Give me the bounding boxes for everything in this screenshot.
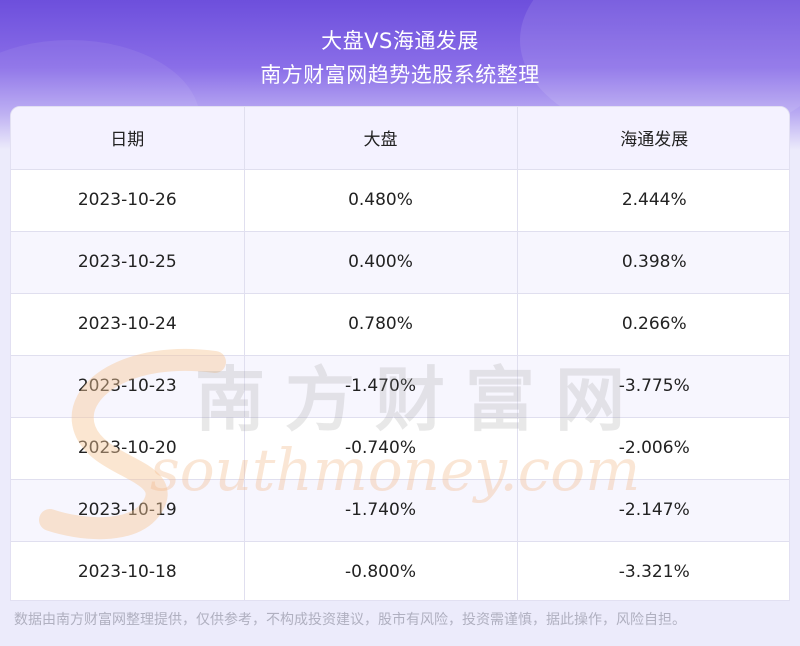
cell-date: 2023-10-26 [11, 169, 245, 232]
page-title: 大盘VS海通发展 [321, 29, 479, 53]
cell-market: 0.780% [244, 293, 518, 356]
comparison-table: 日期 大盘 海通发展 2023-10-26 0.480% 2.444% 2023… [11, 107, 789, 600]
cell-stock: -3.775% [517, 355, 789, 418]
cell-date: 2023-10-18 [11, 541, 245, 600]
column-header-date: 日期 [11, 107, 245, 170]
table-row: 2023-10-24 0.780% 0.266% [11, 293, 789, 356]
cell-stock: 0.398% [517, 231, 789, 294]
cell-market: -1.470% [244, 355, 518, 418]
table-header-row: 日期 大盘 海通发展 [11, 107, 789, 170]
page-subtitle: 南方财富网趋势选股系统整理 [260, 63, 540, 87]
cell-market: 0.400% [244, 231, 518, 294]
cell-market: -1.740% [244, 479, 518, 542]
cell-stock: 2.444% [517, 169, 789, 232]
column-header-stock: 海通发展 [517, 107, 789, 170]
cell-stock: 0.266% [517, 293, 789, 356]
table-row: 2023-10-26 0.480% 2.444% [11, 169, 789, 232]
cell-date: 2023-10-23 [11, 355, 245, 418]
cell-market: -0.800% [244, 541, 518, 600]
cell-stock: -3.321% [517, 541, 789, 600]
table-row: 2023-10-18 -0.800% -3.321% [11, 541, 789, 600]
cell-market: -0.740% [244, 417, 518, 480]
comparison-table-card: 日期 大盘 海通发展 2023-10-26 0.480% 2.444% 2023… [10, 106, 790, 601]
cell-stock: -2.006% [517, 417, 789, 480]
column-header-market: 大盘 [244, 107, 518, 170]
cell-market: 0.480% [244, 169, 518, 232]
table-row: 2023-10-25 0.400% 0.398% [11, 231, 789, 294]
cell-date: 2023-10-24 [11, 293, 245, 356]
table-row: 2023-10-23 -1.470% -3.775% [11, 355, 789, 418]
footer-disclaimer: 数据由南方财富网整理提供，仅供参考，不构成投资建议，股市有风险，投资需谨慎，据此… [14, 612, 686, 628]
table-row: 2023-10-20 -0.740% -2.006% [11, 417, 789, 480]
table-row: 2023-10-19 -1.740% -2.147% [11, 479, 789, 542]
cell-date: 2023-10-19 [11, 479, 245, 542]
cell-date: 2023-10-20 [11, 417, 245, 480]
cell-date: 2023-10-25 [11, 231, 245, 294]
cell-stock: -2.147% [517, 479, 789, 542]
header-banner: 大盘VS海通发展 南方财富网趋势选股系统整理 [0, 0, 800, 150]
